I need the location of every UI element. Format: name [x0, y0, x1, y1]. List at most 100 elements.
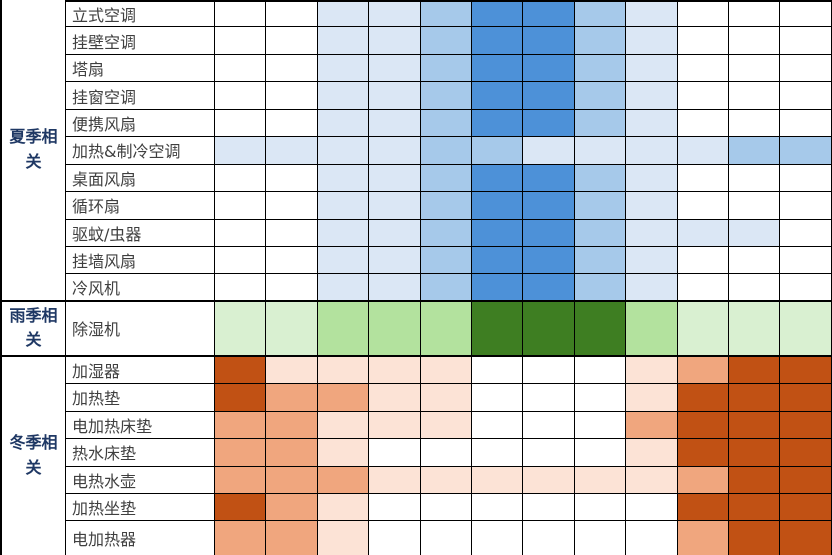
product-cell: 塔扇 [66, 54, 215, 83]
heatmap-cell [215, 82, 267, 110]
heatmap-cell [626, 521, 678, 555]
heatmap-cell [574, 109, 627, 138]
product-cell: 循环扇 [66, 192, 215, 220]
heatmap-cell [420, 356, 472, 385]
heatmap-cell [677, 164, 729, 193]
category-cell-summer: 夏季相关 [2, 0, 66, 302]
heatmap-cell [471, 494, 524, 522]
heatmap-cell [728, 164, 781, 193]
heatmap-cell [471, 384, 524, 412]
heatmap-cell [266, 384, 318, 412]
heatmap-cell [677, 384, 729, 412]
heatmap-cell [471, 0, 524, 28]
heatmap-cell [780, 164, 832, 193]
heatmap-cell [420, 439, 472, 467]
heatmap-cell [677, 356, 729, 385]
heatmap-cell [369, 27, 421, 55]
product-cell: 除湿机 [66, 301, 215, 357]
heatmap-cell [420, 411, 472, 440]
heatmap-cell [780, 54, 832, 83]
heatmap-cell [471, 301, 524, 357]
heatmap-cell [780, 356, 832, 385]
heatmap-cell [523, 192, 575, 220]
heatmap-cell [626, 27, 678, 55]
heatmap-cell [523, 494, 575, 522]
product-cell: 冷风机 [66, 274, 215, 302]
heatmap-cell [677, 82, 729, 110]
heatmap-cell [266, 411, 318, 440]
heatmap-cell [780, 439, 832, 467]
heatmap-cell [626, 274, 678, 302]
heatmap-cell [215, 0, 267, 28]
heatmap-cell [523, 411, 575, 440]
heatmap-cell [780, 274, 832, 302]
heatmap-cell [369, 0, 421, 28]
heatmap-cell [266, 466, 318, 494]
heatmap-cell [420, 494, 472, 522]
heatmap-cell [317, 27, 370, 55]
heatmap-cell [471, 82, 524, 110]
heatmap-cell [728, 439, 781, 467]
heatmap-cell [215, 356, 267, 385]
heatmap-cell [574, 219, 627, 247]
heatmap-cell [266, 246, 318, 275]
heatmap-cell [780, 137, 832, 165]
heatmap-cell [626, 246, 678, 275]
heatmap-cell [471, 27, 524, 55]
heatmap-cell [215, 466, 267, 494]
heatmap-cell [215, 54, 267, 83]
heatmap-cell [728, 411, 781, 440]
heatmap-cell [317, 192, 370, 220]
product-cell: 电热水壶 [66, 466, 215, 494]
heatmap-cell [215, 411, 267, 440]
heatmap-cell [266, 0, 318, 28]
heatmap-cell [728, 109, 781, 138]
heatmap-cell [574, 0, 627, 28]
heatmap-cell [728, 54, 781, 83]
heatmap-cell [626, 466, 678, 494]
heatmap-cell [317, 0, 370, 28]
heatmap-cell [626, 109, 678, 138]
heatmap-cell [626, 494, 678, 522]
heatmap-cell [420, 246, 472, 275]
heatmap-cell [369, 356, 421, 385]
heatmap-cell [677, 439, 729, 467]
heatmap-cell [677, 521, 729, 555]
heatmap-cell [677, 219, 729, 247]
heatmap-cell [728, 301, 781, 357]
heatmap-cell [369, 54, 421, 83]
heatmap-cell [574, 494, 627, 522]
heatmap-cell [626, 384, 678, 412]
heatmap-cell [369, 164, 421, 193]
heatmap-cell [317, 109, 370, 138]
heatmap-cell [266, 274, 318, 302]
heatmap-cell [369, 137, 421, 165]
heatmap-cell [266, 82, 318, 110]
heatmap-cell [523, 27, 575, 55]
heatmap-cell [677, 274, 729, 302]
heatmap-cell [369, 521, 421, 555]
heatmap-cell [523, 137, 575, 165]
heatmap-cell [317, 439, 370, 467]
heatmap-cell [626, 137, 678, 165]
category-cell-winter: 冬季相关 [2, 356, 66, 555]
heatmap-cell [317, 494, 370, 522]
heatmap-cell [369, 466, 421, 494]
heatmap-cell [728, 521, 781, 555]
heatmap-cell [266, 521, 318, 555]
heatmap-cell [728, 82, 781, 110]
heatmap-cell [574, 82, 627, 110]
heatmap-cell [215, 109, 267, 138]
heatmap-cell [215, 137, 267, 165]
heatmap-cell [266, 439, 318, 467]
heatmap-cell [317, 301, 370, 357]
product-cell: 电加热器 [66, 521, 215, 555]
heatmap-cell [420, 0, 472, 28]
heatmap-cell [317, 164, 370, 193]
heatmap-cell [523, 246, 575, 275]
product-cell: 挂壁空调 [66, 27, 215, 55]
heatmap-cell [728, 27, 781, 55]
heatmap-cell [420, 219, 472, 247]
heatmap-cell [215, 219, 267, 247]
